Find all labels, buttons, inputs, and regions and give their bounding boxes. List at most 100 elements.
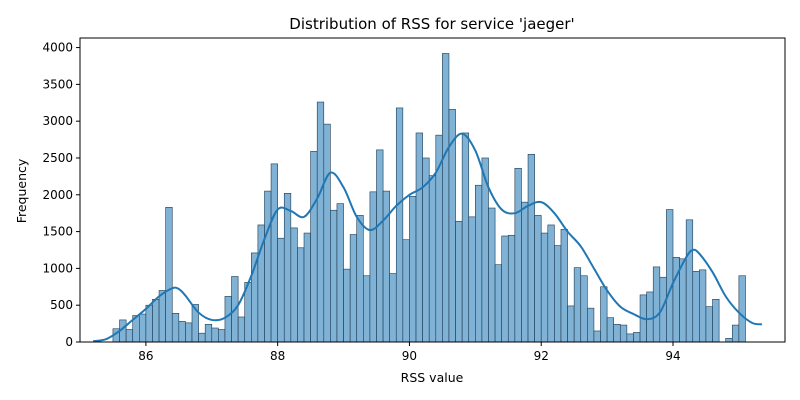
x-axis-ticks: 86 88 90 92 94 <box>138 342 681 363</box>
histogram-bar <box>303 232 311 343</box>
histogram-bar <box>560 229 568 343</box>
chart-title: Distribution of RSS for service 'jaeger' <box>289 15 574 33</box>
x-tick-label: 90 <box>402 349 417 363</box>
y-tick-label: 2000 <box>42 188 73 202</box>
histogram-bar <box>369 191 377 343</box>
histogram-bar <box>204 324 213 343</box>
histogram-bar <box>731 324 740 343</box>
x-tick-label: 86 <box>138 349 153 363</box>
y-tick-label: 2500 <box>42 151 73 165</box>
histogram-bar <box>336 203 344 343</box>
histogram-bar <box>699 269 707 343</box>
histogram-bar <box>290 227 298 343</box>
histogram-bar <box>395 107 404 343</box>
histogram-bar <box>264 190 272 343</box>
histogram-bar <box>389 273 397 343</box>
y-axis-label: Frequency <box>14 158 29 223</box>
histogram-bar <box>646 291 654 343</box>
histogram-bar <box>633 332 641 343</box>
histogram-bar <box>310 151 318 343</box>
histogram-bar <box>567 305 575 343</box>
histogram-bar <box>283 193 292 343</box>
histogram-bar <box>619 324 628 343</box>
histogram-bar <box>415 132 423 343</box>
histogram-bar <box>158 290 166 343</box>
histogram-bar <box>521 201 529 343</box>
histogram-bar <box>488 207 496 343</box>
histogram-bar <box>330 209 338 343</box>
histogram-bar <box>316 101 325 343</box>
histogram-bar <box>455 220 463 343</box>
y-tick-label: 3500 <box>42 77 73 91</box>
y-tick-label: 4000 <box>42 41 73 55</box>
histogram-bar <box>224 296 232 343</box>
y-tick-label: 500 <box>50 298 73 312</box>
histogram-bar <box>527 154 535 343</box>
histogram-bar <box>679 258 687 343</box>
histogram-bar <box>540 232 549 343</box>
histogram-bar <box>475 184 483 343</box>
histogram-bar <box>580 275 588 343</box>
histogram-bar <box>587 307 595 343</box>
histogram-bar <box>534 215 542 343</box>
histogram-bar <box>514 167 522 343</box>
y-tick-label: 0 <box>65 335 73 349</box>
histogram-bar <box>349 234 358 343</box>
histogram-bar <box>442 53 450 343</box>
histogram-bar <box>139 313 147 343</box>
histogram-bar <box>152 299 160 343</box>
histogram-bar <box>501 235 509 343</box>
x-tick-label: 88 <box>270 349 285 363</box>
y-axis-ticks: 0 500 1000 1500 2000 2500 3000 3500 4000 <box>42 41 80 349</box>
y-tick-label: 1000 <box>42 261 73 275</box>
histogram-bar <box>692 271 700 343</box>
histogram-bar <box>145 304 153 343</box>
histogram-bar <box>125 329 134 343</box>
kde-line <box>93 132 763 343</box>
histogram-bar <box>185 322 193 343</box>
histogram-bar <box>218 329 226 343</box>
histogram-bar <box>712 299 720 343</box>
histogram-bar <box>626 333 634 343</box>
x-tick-label: 92 <box>534 349 549 363</box>
histogram-bar <box>428 175 437 343</box>
histogram-bar <box>165 207 173 343</box>
histogram-bar <box>277 237 285 343</box>
histogram-bar <box>547 224 555 343</box>
histogram-bar <box>593 330 601 343</box>
histogram-bar <box>705 306 713 343</box>
histogram-bar <box>507 234 516 343</box>
histogram-bar <box>738 275 746 343</box>
histogram-bar <box>178 321 186 343</box>
histogram-bar <box>600 286 608 343</box>
x-axis-label: RSS value <box>401 370 464 385</box>
histogram-bar <box>652 266 661 343</box>
histogram-bar <box>356 215 364 343</box>
histogram-bar <box>554 245 562 343</box>
histogram-bar <box>270 163 278 343</box>
histogram-bar <box>573 267 582 343</box>
histogram-bar <box>606 317 614 343</box>
histogram-bar <box>211 327 219 343</box>
histogram-bar <box>376 149 384 343</box>
histogram-bar <box>461 132 470 343</box>
histogram-bar <box>494 264 502 343</box>
histogram-bar <box>198 332 206 343</box>
histogram-bar <box>468 216 476 343</box>
histogram-bar <box>343 268 351 343</box>
histogram-bar <box>323 123 331 343</box>
histogram-bar <box>402 239 410 343</box>
y-tick-label: 3000 <box>42 114 73 128</box>
histogram-bar <box>725 338 733 343</box>
bars-group <box>112 53 746 343</box>
histogram-bar <box>297 247 305 343</box>
histogram-bar <box>409 195 417 343</box>
histogram-bar <box>613 324 621 343</box>
plot-frame <box>79 37 786 343</box>
histogram-bar <box>363 275 371 343</box>
x-tick-label: 94 <box>665 349 680 363</box>
histogram-bar <box>666 209 674 343</box>
histogram-bar <box>237 316 246 343</box>
